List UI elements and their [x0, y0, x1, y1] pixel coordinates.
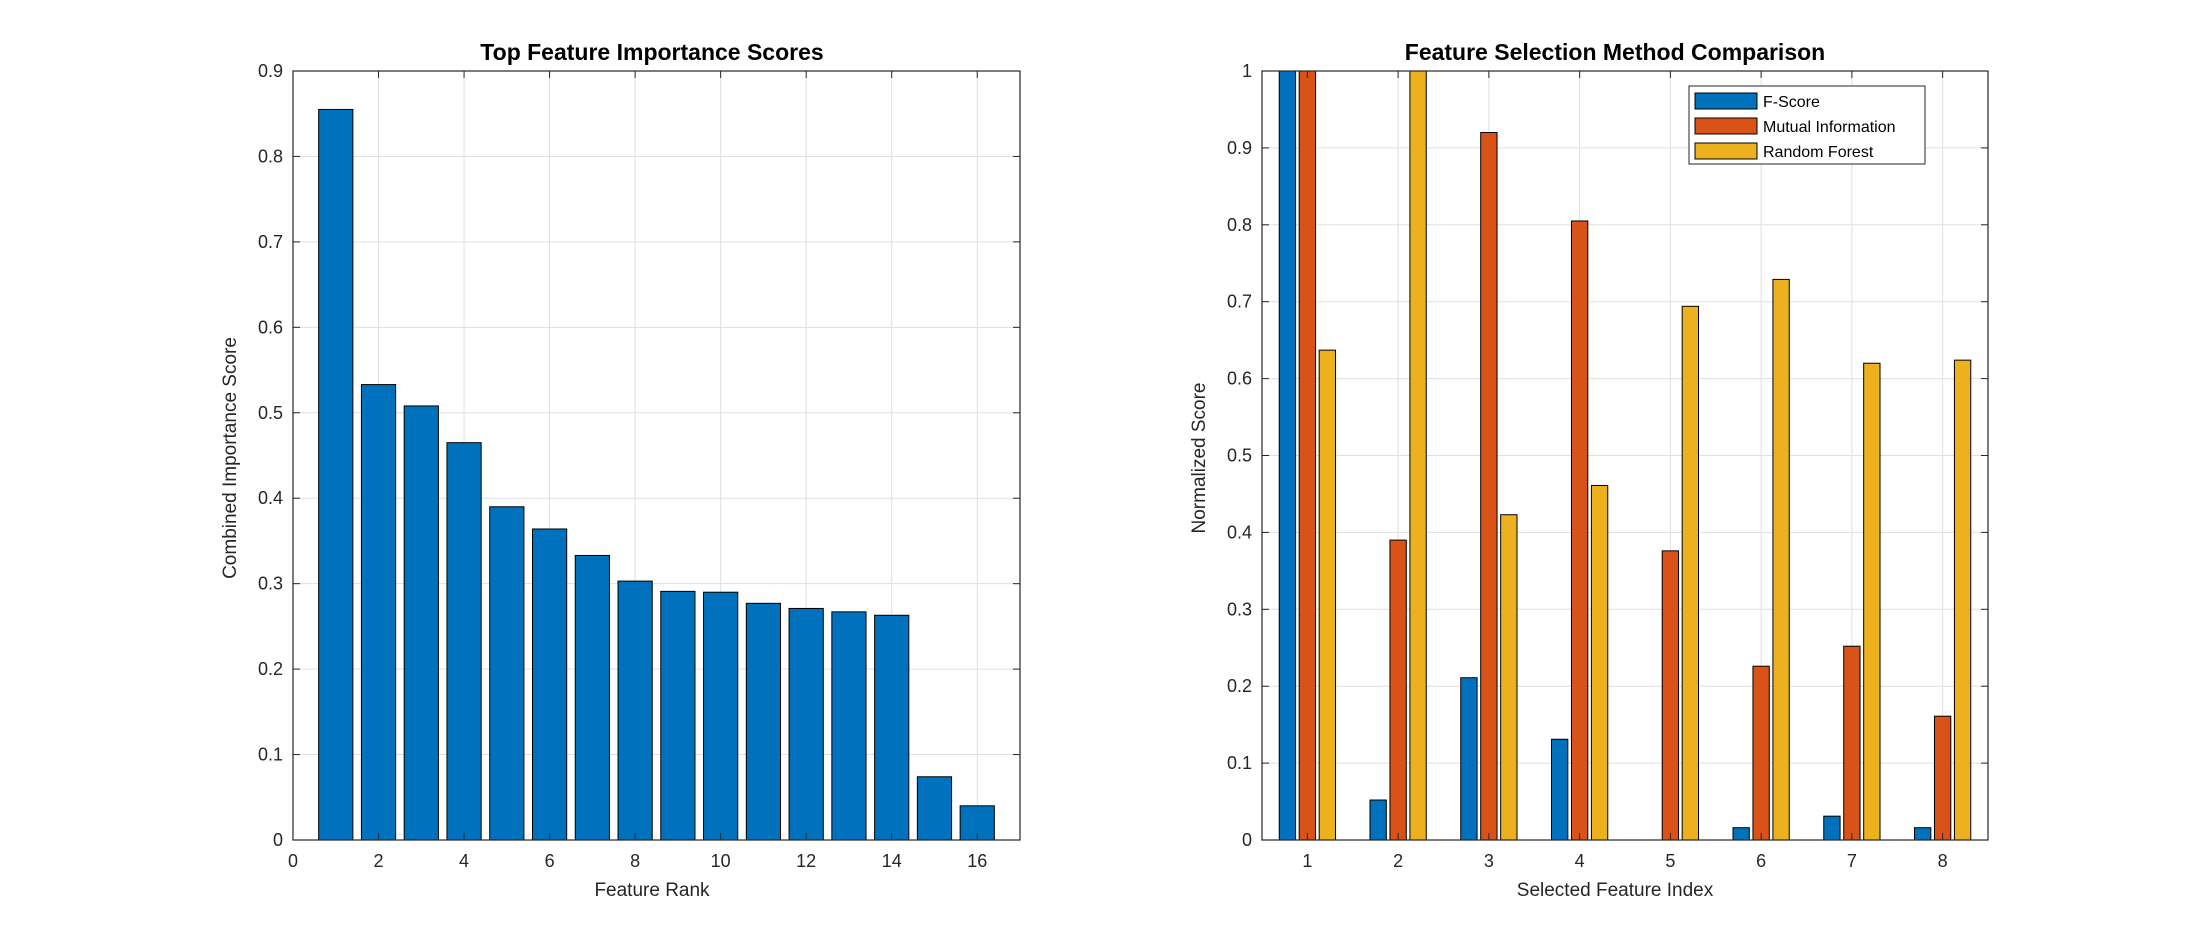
bar [403, 405, 439, 841]
bar-f-score [1369, 799, 1387, 841]
bar-f-score [1732, 827, 1750, 841]
bar-f-score [1823, 815, 1841, 841]
y-tick-label: 0.3 [258, 574, 283, 594]
bar-mutual-information [1480, 132, 1498, 841]
bar [703, 591, 739, 841]
bar [318, 108, 354, 841]
bars [318, 108, 995, 841]
x-tick-label: 0 [288, 851, 298, 871]
bar-mutual-information [1570, 220, 1589, 841]
bar-random-forest [1772, 278, 1790, 841]
bar-random-forest [1590, 484, 1609, 841]
y-tick-label: 0.2 [258, 659, 283, 679]
bar-f-score [1913, 827, 1932, 841]
x-tick-label: 10 [711, 851, 731, 871]
bar [874, 614, 910, 841]
x-axis-label: Selected Feature Index [1517, 880, 1714, 901]
bar-f-score [1278, 70, 1297, 841]
bar [788, 607, 824, 841]
legend-swatch [1694, 142, 1758, 160]
bar-mutual-information [1843, 645, 1861, 841]
y-tick-label: 0.1 [1227, 753, 1252, 773]
x-axis-label: Feature Rank [594, 880, 710, 901]
chart-importance-scores: Top Feature Importance Scores Feature Ra… [220, 39, 1021, 901]
y-tick-label: 0 [1242, 830, 1252, 850]
bar-mutual-information [1298, 70, 1317, 841]
y-axis-label: Normalized Score [1189, 383, 1210, 534]
bar [531, 528, 568, 841]
chart-title: Feature Selection Method Comparison [1405, 39, 1825, 65]
y-tick-label: 0.7 [1227, 292, 1252, 312]
y-tick-label: 0 [273, 830, 283, 850]
bar [574, 554, 610, 841]
y-tick-label: 0.4 [258, 488, 283, 508]
x-tick-label: 16 [967, 851, 987, 871]
legend-swatch [1694, 92, 1758, 110]
y-tick-label: 1 [1242, 61, 1252, 81]
bar-mutual-information [1752, 665, 1770, 841]
x-tick-label: 4 [459, 851, 469, 871]
bar-random-forest [1318, 349, 1337, 841]
x-tick-label: 8 [630, 851, 640, 871]
y-tick-label: 0.1 [258, 745, 283, 765]
y-tick-label: 0.2 [1227, 676, 1252, 696]
x-tick-label: 8 [1938, 851, 1948, 871]
x-tick-label: 6 [1756, 851, 1766, 871]
bar [446, 442, 482, 841]
bar-mutual-information [1389, 539, 1407, 841]
x-tick-label: 1 [1302, 851, 1312, 871]
bar [617, 580, 653, 841]
x-tick-label: 5 [1665, 851, 1675, 871]
bar [660, 590, 696, 841]
y-tick-label: 0.9 [258, 61, 283, 81]
y-tick-label: 0.4 [1227, 522, 1252, 542]
bar-random-forest [1681, 305, 1700, 841]
x-tick-label: 4 [1575, 851, 1585, 871]
bar [745, 602, 782, 841]
bar [831, 611, 867, 841]
bar-random-forest [1863, 362, 1881, 841]
y-tick-label: 0.8 [258, 146, 283, 166]
bar-random-forest [1500, 514, 1518, 841]
y-tick-label: 0.8 [1227, 215, 1252, 235]
x-tick-label: 14 [882, 851, 902, 871]
x-tick-label: 3 [1484, 851, 1494, 871]
axes-box [292, 70, 1021, 841]
bars [1278, 70, 1972, 841]
chart-title: Top Feature Importance Scores [480, 39, 823, 65]
bar [360, 384, 397, 841]
bar-f-score [1460, 677, 1478, 841]
bar-mutual-information [1661, 550, 1680, 841]
bar-random-forest [1409, 70, 1427, 841]
legend-label: F-Score [1763, 94, 1820, 111]
y-tick-label: 0.9 [1227, 138, 1252, 158]
x-tick-label: 12 [796, 851, 816, 871]
legend-swatch [1694, 117, 1758, 135]
y-tick-label: 0.6 [1227, 369, 1252, 389]
axes-box [1261, 70, 1989, 841]
y-tick-label: 0.5 [1227, 446, 1252, 466]
bar-mutual-information [1933, 715, 1952, 841]
x-tick-label: 6 [545, 851, 555, 871]
bar-random-forest [1953, 359, 1972, 841]
y-tick-label: 0.7 [258, 232, 283, 252]
legend-label: Random Forest [1763, 144, 1874, 161]
x-tick-label: 2 [374, 851, 384, 871]
y-tick-label: 0.5 [258, 403, 283, 423]
bar [916, 776, 953, 841]
x-tick-label: 7 [1847, 851, 1857, 871]
legend: F-Score Mutual Information Random Forest [1688, 85, 1926, 165]
y-tick-label: 0.6 [258, 317, 283, 337]
y-axis-label: Combined Importance Score [220, 337, 241, 579]
bar [489, 506, 525, 841]
legend-label: Mutual Information [1763, 119, 1896, 136]
y-tick-label: 0.3 [1227, 599, 1252, 619]
x-tick-label: 2 [1393, 851, 1403, 871]
chart-method-comparison: Feature Selection Method Comparison Sele… [1189, 39, 1989, 901]
bar-f-score [1550, 738, 1569, 841]
